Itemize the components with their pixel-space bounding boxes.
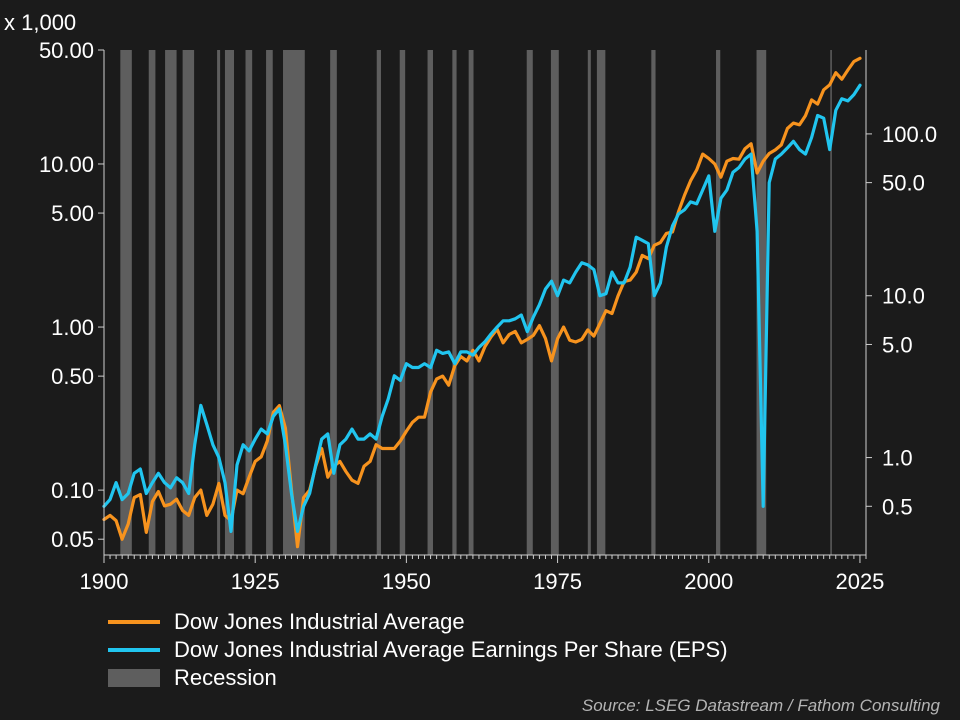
recession-band (587, 50, 591, 555)
x-axis-tick-label: 1925 (231, 569, 280, 594)
recession-band (830, 50, 832, 555)
legend-swatch-djia (108, 620, 160, 624)
legend-item-eps: Dow Jones Industrial Average Earnings Pe… (108, 636, 728, 664)
right-axis-tick-label: 50.0 (882, 171, 925, 196)
source-note: Source: LSEG Datastream / Fathom Consult… (581, 696, 940, 715)
recession-band (120, 50, 132, 555)
x-axis-tick-label: 1975 (533, 569, 582, 594)
legend-item-recession: Recession (108, 664, 728, 692)
recession-band (266, 50, 273, 555)
recession-band (550, 50, 559, 555)
right-axis-tick-label: 10.0 (882, 284, 925, 309)
recession-band (756, 50, 767, 555)
left-axis-tick-label: 10.00 (39, 152, 94, 177)
left-axis-tick-label: 0.10 (51, 478, 94, 503)
recession-band (217, 50, 221, 555)
left-axis-tick-label: 5.00 (51, 201, 94, 226)
recession-band (224, 50, 235, 555)
recession-band (526, 50, 533, 555)
legend-label-djia: Dow Jones Industrial Average (174, 609, 465, 634)
left-axis-tick-label: 50.00 (39, 38, 94, 63)
recession-band (716, 50, 721, 555)
right-axis-tick-label: 5.0 (882, 332, 913, 357)
left-axis-tick-label: 0.05 (51, 527, 94, 552)
legend: Dow Jones Industrial Average Dow Jones I… (108, 608, 728, 692)
recession-band (165, 50, 177, 555)
recession-band (330, 50, 337, 555)
series-line-eps (102, 83, 862, 533)
x-axis-tick-label: 1950 (382, 569, 431, 594)
recession-band (452, 50, 457, 555)
recession-band (651, 50, 656, 555)
recession-band (468, 50, 474, 555)
legend-label-recession: Recession (174, 665, 277, 690)
left-axis-tick-label: 0.50 (51, 364, 94, 389)
recession-band (596, 50, 606, 555)
legend-swatch-recession (108, 669, 160, 687)
legend-swatch-eps (108, 648, 160, 652)
right-axis-tick-label: 100.0 (882, 122, 937, 147)
left-axis-tick-label: 1.00 (51, 315, 94, 340)
x-axis-tick-label: 2000 (684, 569, 733, 594)
left-axis-unit-label: x 1,000 (4, 10, 76, 35)
recession-band (399, 50, 406, 555)
recession-band (427, 50, 433, 555)
recession-band (182, 50, 195, 555)
x-axis-tick-label: 2025 (835, 569, 884, 594)
recession-band (245, 50, 253, 555)
recession-band (148, 50, 156, 555)
series-lines (102, 56, 862, 549)
axes: 0.05 0.10 0.50 1.00 5.00 10.00 50.00 0.5 1.0 5.0 1… (39, 38, 937, 594)
recession-band (376, 50, 381, 555)
legend-item-djia: Dow Jones Industrial Average (108, 608, 728, 636)
right-axis-tick-label: 0.5 (882, 494, 913, 519)
recession-band (283, 50, 305, 555)
x-axis-tick-label: 1900 (80, 569, 129, 594)
legend-label-eps: Dow Jones Industrial Average Earnings Pe… (174, 637, 728, 662)
recession-bands (120, 50, 832, 555)
right-axis-tick-label: 1.0 (882, 446, 913, 471)
